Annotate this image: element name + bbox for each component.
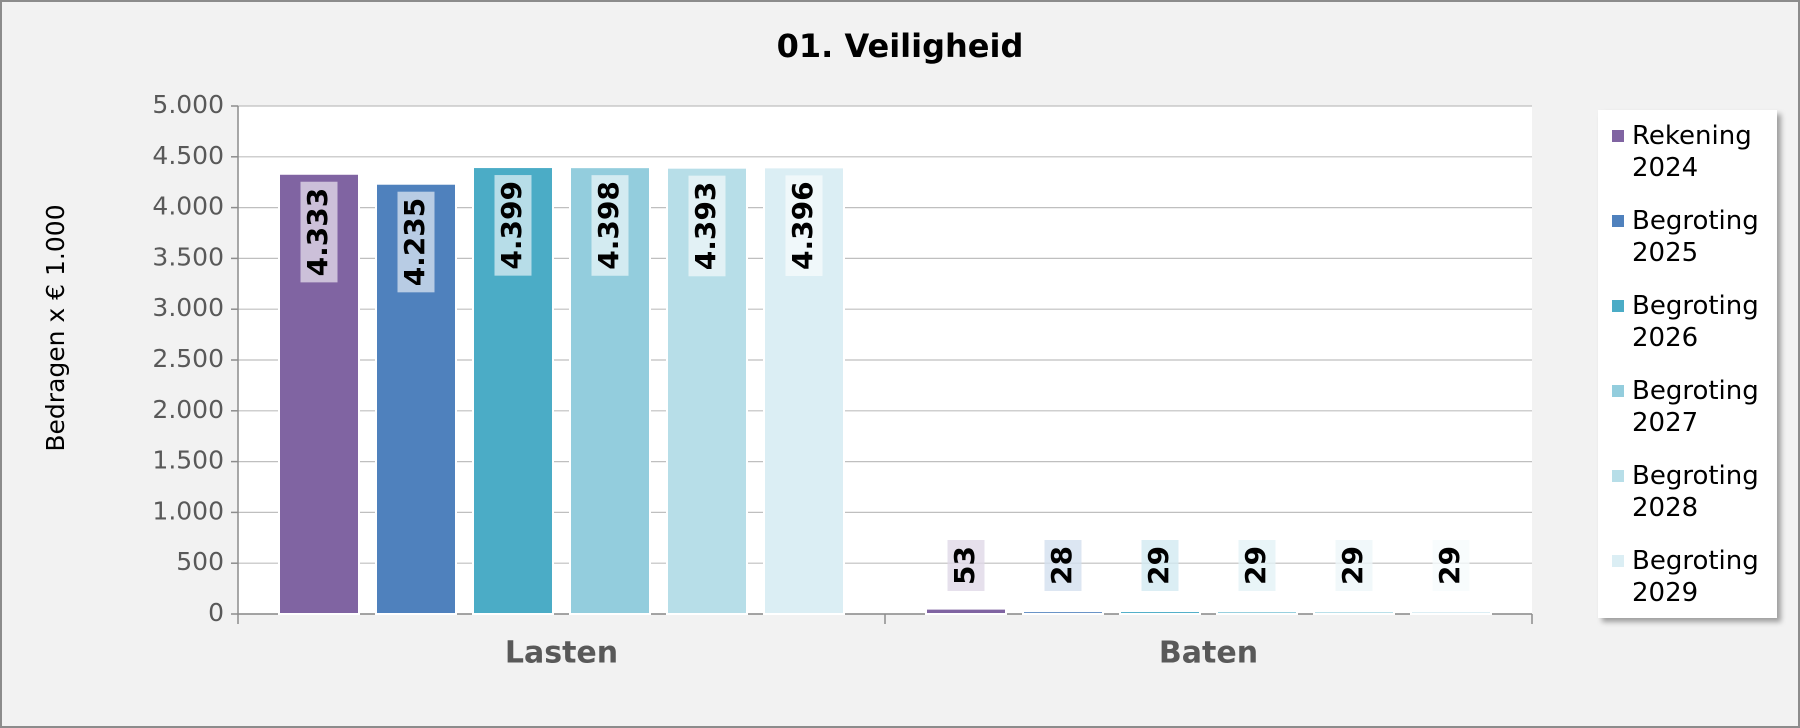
value-label-bg <box>688 175 726 277</box>
y-tick-label: 1.500 <box>152 446 224 475</box>
legend-entry: Begroting 2029 <box>1612 545 1769 630</box>
value-label-bg <box>1432 540 1470 591</box>
legend-label: Rekening 2024 <box>1632 121 1752 183</box>
value-label-bg <box>397 191 435 293</box>
x-tick-label: Lasten <box>505 636 618 671</box>
bar <box>1022 610 1104 616</box>
legend-swatch <box>1612 470 1624 482</box>
value-label-bg <box>947 540 985 591</box>
value-label-bg <box>1238 540 1276 591</box>
value-label-bg <box>494 175 532 276</box>
value-label-bg <box>591 175 629 276</box>
legend-swatch <box>1612 555 1624 567</box>
value-label-bg <box>1238 540 1276 591</box>
y-tick-label: 2.500 <box>152 344 224 373</box>
y-tick-label: 4.500 <box>152 141 224 170</box>
value-label-bg <box>1044 540 1082 591</box>
y-tick-label: 0 <box>208 598 224 627</box>
y-tick-label: 3.500 <box>152 242 224 271</box>
legend-label: Begroting 2026 <box>1632 291 1759 353</box>
value-label-bg <box>397 191 435 293</box>
y-tick-label: 5.000 <box>152 90 224 119</box>
value-label: 4.393 <box>689 182 722 271</box>
x-tick-label: Baten <box>1159 636 1258 671</box>
value-label: 29 <box>1433 546 1466 585</box>
legend-label: Begroting 2027 <box>1632 376 1759 438</box>
value-label: 4.396 <box>786 181 819 270</box>
legend-swatch <box>1612 130 1624 142</box>
value-label-bg <box>947 540 985 591</box>
legend-swatch <box>1612 300 1624 312</box>
value-label: 4.399 <box>495 181 528 270</box>
legend-label: Begroting 2028 <box>1632 461 1759 523</box>
value-label: 53 <box>948 546 981 585</box>
value-label-bg <box>1335 540 1373 591</box>
chart-title: 01. Veiligheid <box>777 27 1024 65</box>
value-label-bg <box>785 175 823 276</box>
value-label-bg <box>1335 540 1373 591</box>
value-label-bg <box>1432 540 1470 591</box>
legend-swatch <box>1612 215 1624 227</box>
legend-entry: Rekening 2024 <box>1612 120 1769 205</box>
legend-entry: Begroting 2027 <box>1612 375 1769 460</box>
y-axis-label: Bedragen x € 1.000 <box>41 204 70 451</box>
y-tick-label: 4.000 <box>152 192 224 221</box>
legend-entry: Begroting 2026 <box>1612 290 1769 375</box>
value-label-bg <box>1141 540 1179 591</box>
value-label-bg <box>785 175 823 276</box>
value-label: 28 <box>1045 546 1078 585</box>
bar <box>1410 610 1492 615</box>
value-label: 29 <box>1336 546 1369 585</box>
bar <box>1313 610 1395 615</box>
value-label-bg <box>1141 540 1179 591</box>
value-label-bg <box>300 181 338 283</box>
value-label: 29 <box>1239 546 1272 585</box>
value-label: 4.333 <box>301 188 334 277</box>
value-label: 4.398 <box>592 181 625 270</box>
value-label-bg <box>1044 540 1082 591</box>
y-tick-label: 2.000 <box>152 395 224 424</box>
legend-swatch <box>1612 385 1624 397</box>
legend: Rekening 2024 Begroting 2025 Begroting 202… <box>1598 110 1777 618</box>
bar <box>1216 610 1298 615</box>
value-label-bg <box>688 175 726 277</box>
legend-entry: Begroting 2025 <box>1612 205 1769 290</box>
legend-entry: Begroting 2028 <box>1612 460 1769 545</box>
value-label: 4.235 <box>398 198 431 287</box>
value-label-bg <box>300 181 338 283</box>
y-tick-label: 500 <box>176 547 224 576</box>
value-label-bg <box>591 175 629 276</box>
legend-label: Begroting 2029 <box>1632 546 1759 608</box>
bar <box>925 607 1007 615</box>
bar <box>1119 610 1201 615</box>
value-label-bg <box>494 175 532 276</box>
y-tick-label: 3.000 <box>152 293 224 322</box>
y-tick-label: 1.000 <box>152 496 224 525</box>
value-label: 29 <box>1142 546 1175 585</box>
legend-label: Begroting 2025 <box>1632 206 1759 268</box>
